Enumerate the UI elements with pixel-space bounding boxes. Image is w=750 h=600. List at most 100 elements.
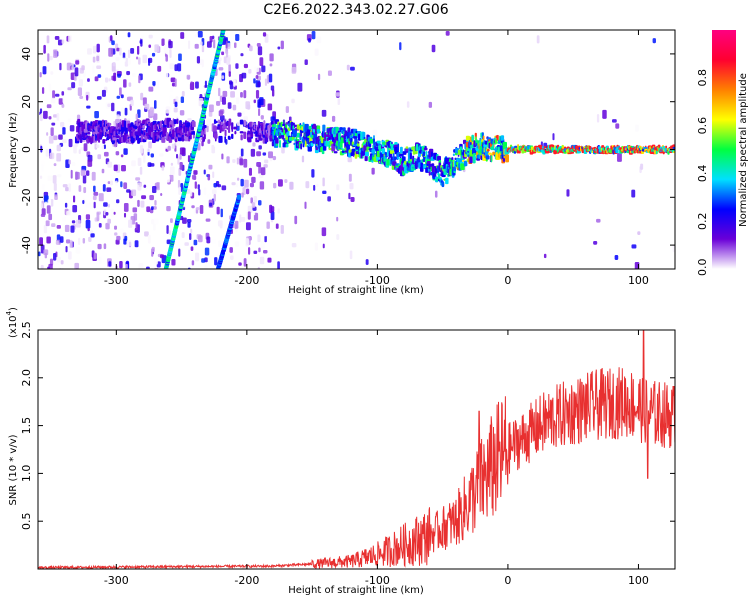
noise-cell [131, 160, 136, 167]
noise-cell [40, 264, 44, 269]
signal-cell [397, 143, 400, 152]
noise-cell [194, 43, 199, 49]
y-tick-label: -20 [20, 188, 33, 206]
noise-cell [218, 59, 221, 65]
colorbar-tick-label: 0.6 [696, 117, 709, 135]
noise-cell [48, 135, 54, 144]
noise-cell [108, 78, 111, 82]
signal-cell [159, 120, 163, 129]
noise-cell [297, 82, 303, 92]
snr-series-line [38, 330, 675, 569]
noise-cell [652, 38, 656, 44]
noise-cell [222, 202, 228, 208]
noise-cell [260, 167, 266, 176]
noise-cell [82, 199, 85, 205]
signal-cell [346, 143, 350, 151]
signal-cell [234, 131, 237, 135]
noise-cell [152, 80, 156, 86]
noise-cell [75, 247, 81, 254]
noise-cell [46, 205, 51, 214]
noise-cell [97, 243, 102, 250]
noise-cell [119, 47, 122, 56]
noise-cell [242, 111, 245, 116]
noise-cell [146, 148, 151, 153]
noise-cell [139, 166, 143, 175]
noise-cell [234, 220, 239, 229]
noise-cell [112, 175, 116, 180]
noise-cell [593, 240, 598, 245]
noise-cell [264, 235, 267, 243]
noise-cell [41, 87, 45, 94]
noise-cell [102, 184, 106, 192]
noise-cell [77, 87, 83, 96]
noise-cell [98, 222, 102, 228]
noise-cell [218, 240, 222, 248]
noise-cell [235, 228, 238, 233]
noise-cell [96, 43, 100, 53]
noise-cell [327, 196, 331, 202]
noise-cell [126, 71, 131, 76]
noise-cell [175, 96, 179, 103]
noise-cell [157, 65, 162, 72]
noise-cell [51, 223, 56, 228]
signal-cell [472, 147, 477, 155]
noise-cell [322, 243, 325, 249]
noise-cell [209, 36, 213, 43]
noise-cell [244, 179, 249, 188]
signal-cell [460, 163, 465, 171]
signal-cell [381, 148, 386, 154]
signal-cell [228, 125, 231, 134]
noise-cell [44, 252, 48, 259]
noise-cell [194, 33, 198, 38]
x-tick-label: -300 [104, 574, 129, 587]
noise-cell [164, 71, 169, 79]
noise-cell [281, 146, 285, 154]
noise-cell [258, 200, 262, 206]
noise-cell [115, 151, 120, 156]
noise-cell [256, 162, 262, 167]
noise-cell [68, 251, 72, 260]
noise-cell [225, 74, 229, 83]
noise-cell [270, 116, 276, 122]
spectrogram-xlabel: Height of straight line (km) [288, 285, 424, 296]
noise-cell [240, 148, 244, 157]
signal-cell [487, 152, 492, 155]
signal-cell [90, 121, 93, 125]
noise-cell [138, 263, 144, 269]
signal-cell [83, 128, 88, 133]
signal-cell [384, 151, 387, 156]
trace-cell [221, 30, 226, 33]
signal-cell [79, 135, 83, 144]
signal-cell [231, 133, 234, 140]
noise-cell [177, 63, 182, 72]
signal-cell [87, 131, 91, 135]
svg-text:(x104): (x104) [5, 307, 19, 338]
noise-cell [190, 228, 193, 234]
noise-cell [216, 206, 220, 215]
noise-cell [46, 132, 49, 136]
noise-cell [127, 58, 131, 65]
snr-ticks: -300 -200 -100 0 100 0.5 1.0 1.5 2.0 2.5 [20, 321, 675, 587]
noise-cell [120, 181, 123, 188]
noise-cell [171, 82, 176, 87]
signal-cell [294, 124, 298, 128]
snr-panel: -300 -200 -100 0 100 0.5 1.0 1.5 2.0 2.5 Height o… [5, 307, 676, 596]
noise-cell [124, 107, 128, 116]
noise-cell [258, 145, 262, 150]
signal-cell [355, 145, 360, 150]
x-tick-label: 0 [504, 274, 511, 287]
noise-cell [49, 152, 55, 160]
signal-cell [437, 155, 441, 161]
noise-cell [245, 238, 249, 247]
signal-cell [161, 137, 166, 143]
y-tick-label: 40 [20, 47, 33, 61]
y-tick-label: 1.0 [20, 465, 33, 483]
noise-cell [180, 96, 185, 104]
noise-cell [48, 213, 53, 221]
noise-cell [43, 110, 48, 119]
noise-cell [336, 184, 340, 191]
noise-cell [42, 66, 47, 75]
noise-cell [198, 97, 204, 107]
noise-cell [75, 171, 78, 180]
noise-cell [228, 71, 231, 77]
